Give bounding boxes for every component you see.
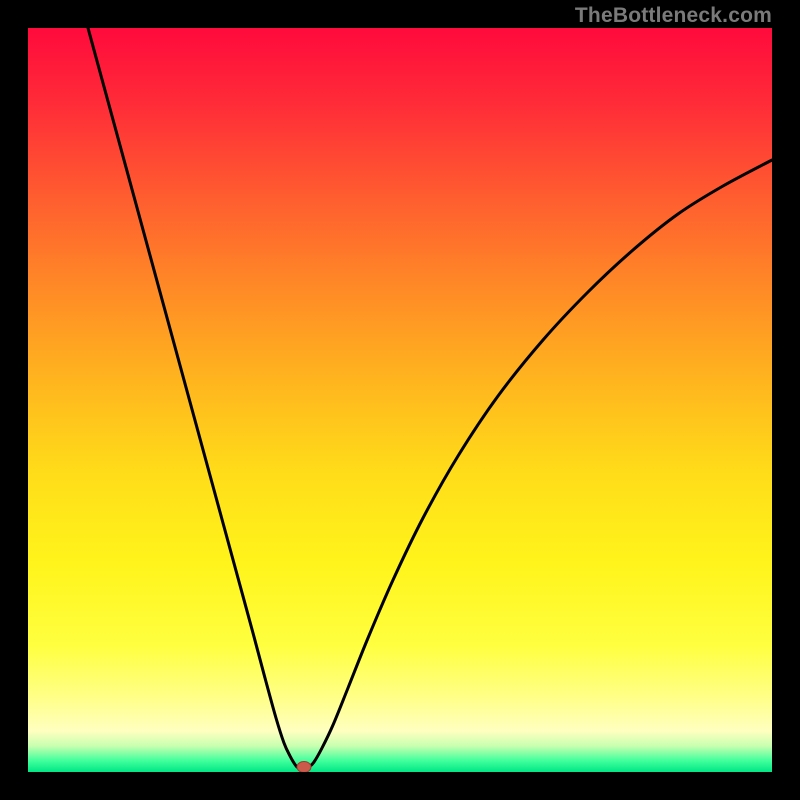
plot-area (28, 28, 772, 772)
gradient-background (28, 28, 772, 772)
chart-frame: TheBottleneck.com (0, 0, 800, 800)
watermark-text: TheBottleneck.com (575, 4, 772, 28)
bottleneck-curve-chart (28, 28, 772, 772)
minimum-marker (297, 762, 311, 773)
